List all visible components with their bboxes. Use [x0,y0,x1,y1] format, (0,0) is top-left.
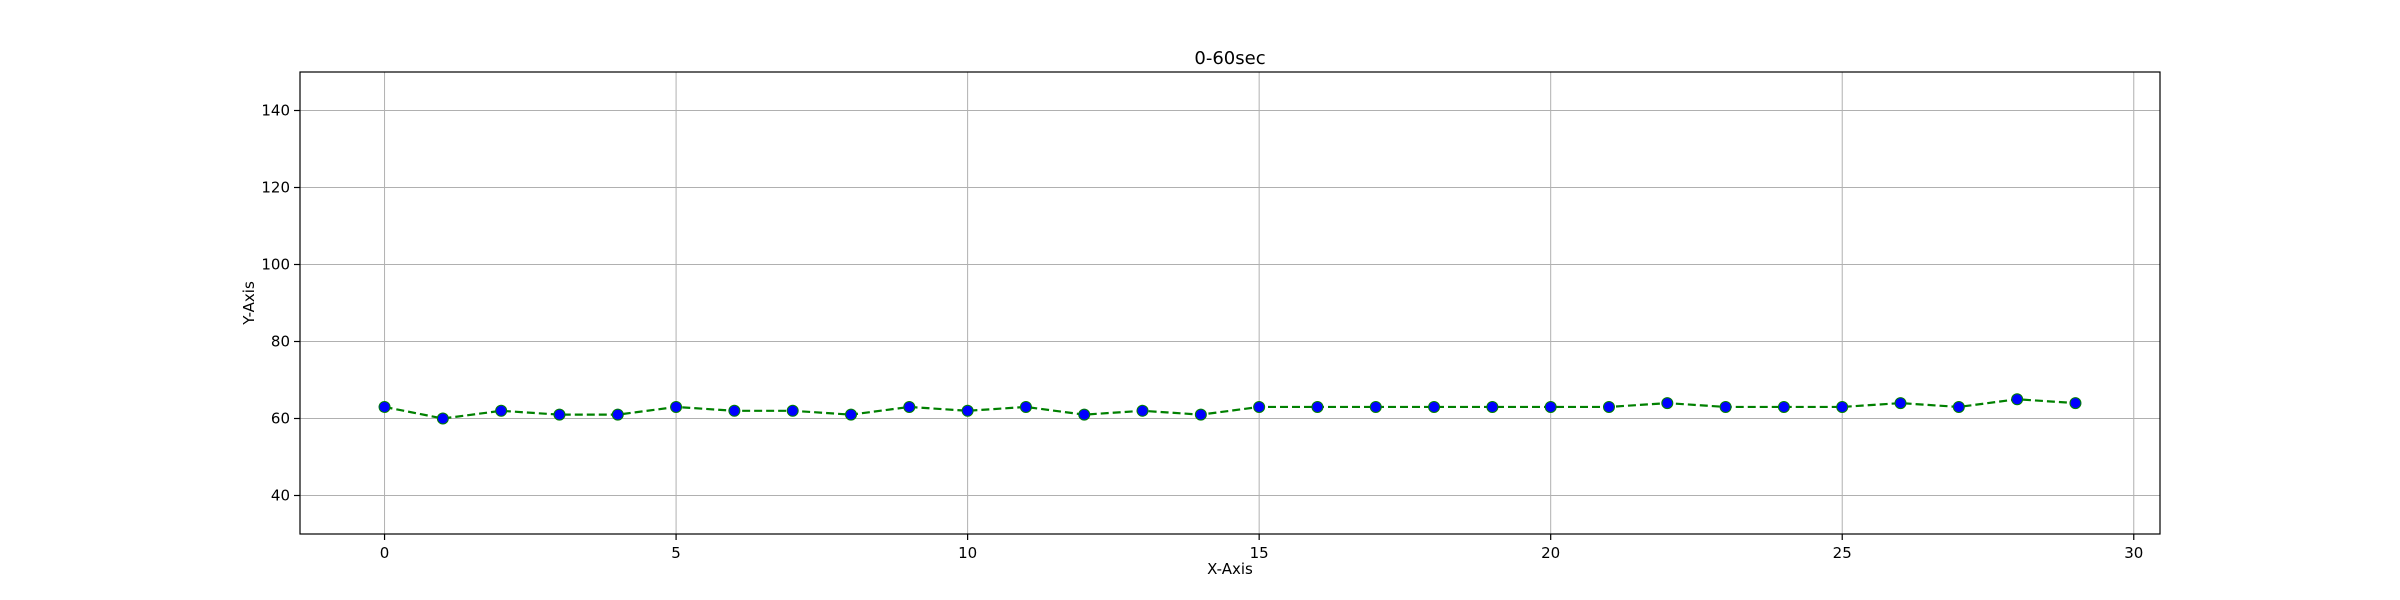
y-axis-label: Y-Axis [240,281,258,326]
data-point [1777,400,1790,413]
x-tick-label: 30 [2124,544,2143,562]
data-point [1428,400,1441,413]
data-point [1894,397,1907,410]
x-axis-label: X-Axis [1207,560,1253,578]
data-point [1719,400,1732,413]
x-tick-label: 10 [958,544,977,562]
data-point [2011,393,2024,406]
y-tick-label: 120 [261,179,290,197]
data-point [1836,400,1849,413]
plot-frame [299,71,2161,535]
data-point [553,408,566,421]
data-point [845,408,858,421]
x-tick-label: 25 [1833,544,1852,562]
data-point [2069,397,2082,410]
data-point [1661,397,1674,410]
data-point [378,400,391,413]
data-point [1952,400,1965,413]
data-point [1311,400,1324,413]
data-point [728,404,741,417]
data-point [1078,408,1091,421]
data-point [495,404,508,417]
series-layer [378,393,2082,425]
data-point [1019,400,1032,413]
axis-ticks: 0 5 10 15 20 25 30 40 60 80 100 120 140 [261,102,2143,563]
data-point [1486,400,1499,413]
series-line [384,398,2076,420]
data-point [1544,400,1557,413]
x-tick-label: 15 [1250,544,1269,562]
data-point [786,404,799,417]
data-point [961,404,974,417]
data-point [1194,408,1207,421]
data-point [670,400,683,413]
chart-title: 0-60sec [1194,48,1265,69]
y-tick-label: 140 [261,102,290,120]
x-tick-label: 20 [1541,544,1560,562]
x-tick-label: 5 [671,544,681,562]
data-point [1253,400,1266,413]
data-point [1369,400,1382,413]
data-point [1602,400,1615,413]
y-tick-label: 100 [261,256,290,274]
y-tick-label: 80 [271,333,290,351]
data-point [1136,404,1149,417]
data-point [611,408,624,421]
y-tick-label: 40 [271,487,290,505]
grid-lines [300,72,2160,534]
data-point [903,400,916,413]
data-point [436,412,449,425]
y-tick-label: 60 [271,410,290,428]
x-tick-label: 0 [380,544,390,562]
